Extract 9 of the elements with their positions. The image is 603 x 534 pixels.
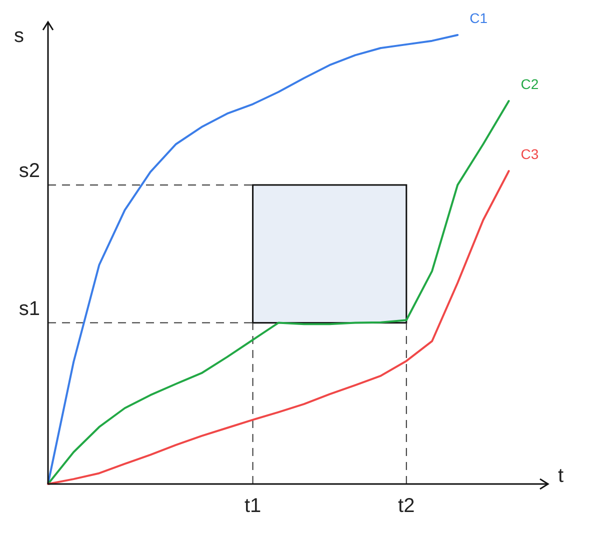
series-label: C1 <box>470 10 488 26</box>
series-label: C3 <box>520 146 539 162</box>
ref-line-label: s2 <box>18 160 40 182</box>
x-tick-label: t1 <box>244 495 262 517</box>
x-axis-title: t <box>558 465 564 487</box>
series-label: C2 <box>520 76 539 92</box>
ref-line-label: s1 <box>18 298 40 320</box>
x-tick-label: t2 <box>398 495 415 517</box>
y-axis-title: s <box>14 25 24 47</box>
